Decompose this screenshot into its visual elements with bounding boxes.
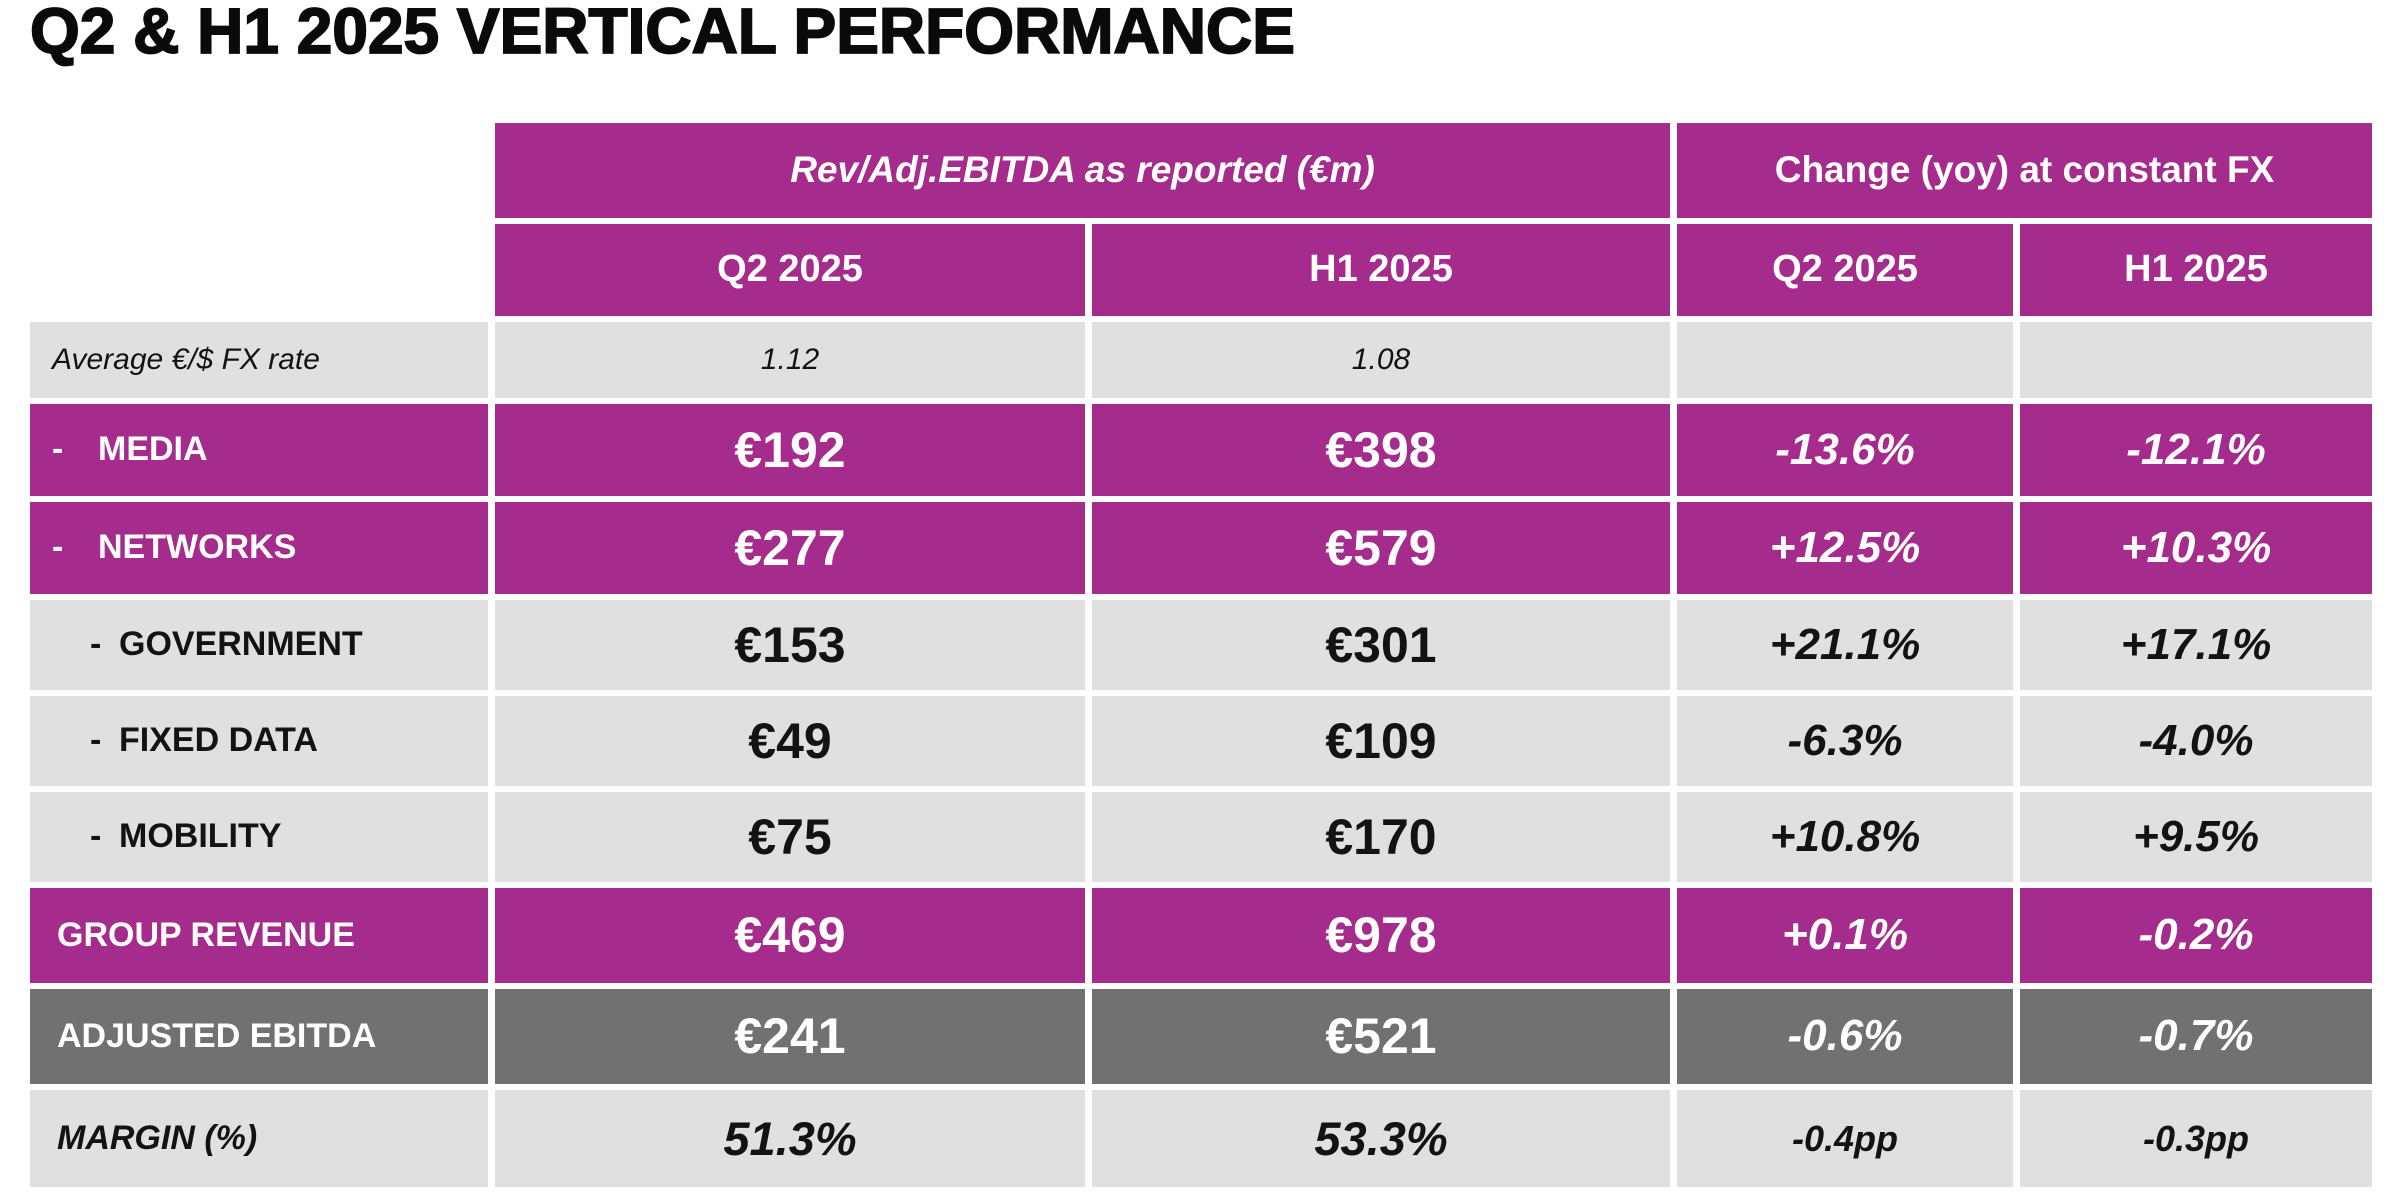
row-fixed-data-q2: €49 xyxy=(495,696,1085,786)
row-margin-label: MARGIN (%) xyxy=(30,1090,488,1187)
row-government-label: - GOVERNMENT xyxy=(30,600,488,690)
page-title: Q2 & H1 2025 VERTICAL PERFORMANCE xyxy=(29,0,1296,68)
row-adjusted-ebitda-change-q2: -0.6% xyxy=(1677,989,2013,1084)
row-group-revenue-q2: €469 xyxy=(495,888,1085,983)
row-government-h1: €301 xyxy=(1092,600,1670,690)
row-group-revenue-change-h1: -0.2% xyxy=(2020,888,2372,983)
row-label-text: FIXED DATA xyxy=(119,721,318,760)
row-media-q2: €192 xyxy=(495,404,1085,496)
dash-bullet: - xyxy=(52,430,64,469)
row-label-text: MOBILITY xyxy=(119,817,282,856)
row-margin-change-q2: -0.4pp xyxy=(1677,1090,2013,1187)
row-media-change-h1: -12.1% xyxy=(2020,404,2372,496)
fx-row-h1: 1.08 xyxy=(1092,322,1670,398)
row-government-change-h1: +17.1% xyxy=(2020,600,2372,690)
row-networks-change-h1: +10.3% xyxy=(2020,502,2372,594)
row-group-revenue-label: GROUP REVENUE xyxy=(30,888,488,983)
row-mobility-h1: €170 xyxy=(1092,792,1670,882)
row-adjusted-ebitda-label: ADJUSTED EBITDA xyxy=(30,989,488,1084)
row-fixed-data-h1: €109 xyxy=(1092,696,1670,786)
row-mobility-change-q2: +10.8% xyxy=(1677,792,2013,882)
row-networks-q2: €277 xyxy=(495,502,1085,594)
row-margin-h1: 53.3% xyxy=(1092,1090,1670,1187)
row-mobility-change-h1: +9.5% xyxy=(2020,792,2372,882)
group-header-change: Change (yoy) at constant FX xyxy=(1677,123,2372,218)
row-margin-q2: 51.3% xyxy=(495,1090,1085,1187)
column-header-reported-q2: Q2 2025 xyxy=(495,224,1085,316)
column-header-change-h1: H1 2025 xyxy=(2020,224,2372,316)
dash-bullet: - xyxy=(90,721,102,760)
dash-bullet: - xyxy=(90,817,102,856)
row-label-text: MEDIA xyxy=(98,430,208,469)
performance-table: Rev/Adj.EBITDA as reported (€m) Change (… xyxy=(30,123,2372,1187)
fx-row-label: Average €/$ FX rate xyxy=(30,322,488,398)
row-networks-change-q2: +12.5% xyxy=(1677,502,2013,594)
row-group-revenue-h1: €978 xyxy=(1092,888,1670,983)
row-adjusted-ebitda-change-h1: -0.7% xyxy=(2020,989,2372,1084)
row-adjusted-ebitda-q2: €241 xyxy=(495,989,1085,1084)
fx-row-change-q2-empty xyxy=(1677,322,2013,398)
row-media-change-q2: -13.6% xyxy=(1677,404,2013,496)
header-corner-spacer xyxy=(30,123,488,218)
dash-bullet: - xyxy=(90,625,102,664)
row-networks-h1: €579 xyxy=(1092,502,1670,594)
header-corner-spacer-2 xyxy=(30,224,488,316)
column-header-change-q2: Q2 2025 xyxy=(1677,224,2013,316)
row-government-change-q2: +21.1% xyxy=(1677,600,2013,690)
row-mobility-q2: €75 xyxy=(495,792,1085,882)
row-group-revenue-change-q2: +0.1% xyxy=(1677,888,2013,983)
row-label-text: NETWORKS xyxy=(98,528,297,567)
fx-row-change-h1-empty xyxy=(2020,322,2372,398)
row-media-label: - MEDIA xyxy=(30,404,488,496)
row-label-text: GOVERNMENT xyxy=(119,625,363,664)
row-margin-change-h1: -0.3pp xyxy=(2020,1090,2372,1187)
row-adjusted-ebitda-h1: €521 xyxy=(1092,989,1670,1084)
row-mobility-label: - MOBILITY xyxy=(30,792,488,882)
row-fixed-data-label: - FIXED DATA xyxy=(30,696,488,786)
column-header-reported-h1: H1 2025 xyxy=(1092,224,1670,316)
row-media-h1: €398 xyxy=(1092,404,1670,496)
group-header-reported: Rev/Adj.EBITDA as reported (€m) xyxy=(495,123,1670,218)
row-networks-label: - NETWORKS xyxy=(30,502,488,594)
row-fixed-data-change-h1: -4.0% xyxy=(2020,696,2372,786)
fx-row-q2: 1.12 xyxy=(495,322,1085,398)
row-fixed-data-change-q2: -6.3% xyxy=(1677,696,2013,786)
dash-bullet: - xyxy=(52,528,64,567)
row-government-q2: €153 xyxy=(495,600,1085,690)
